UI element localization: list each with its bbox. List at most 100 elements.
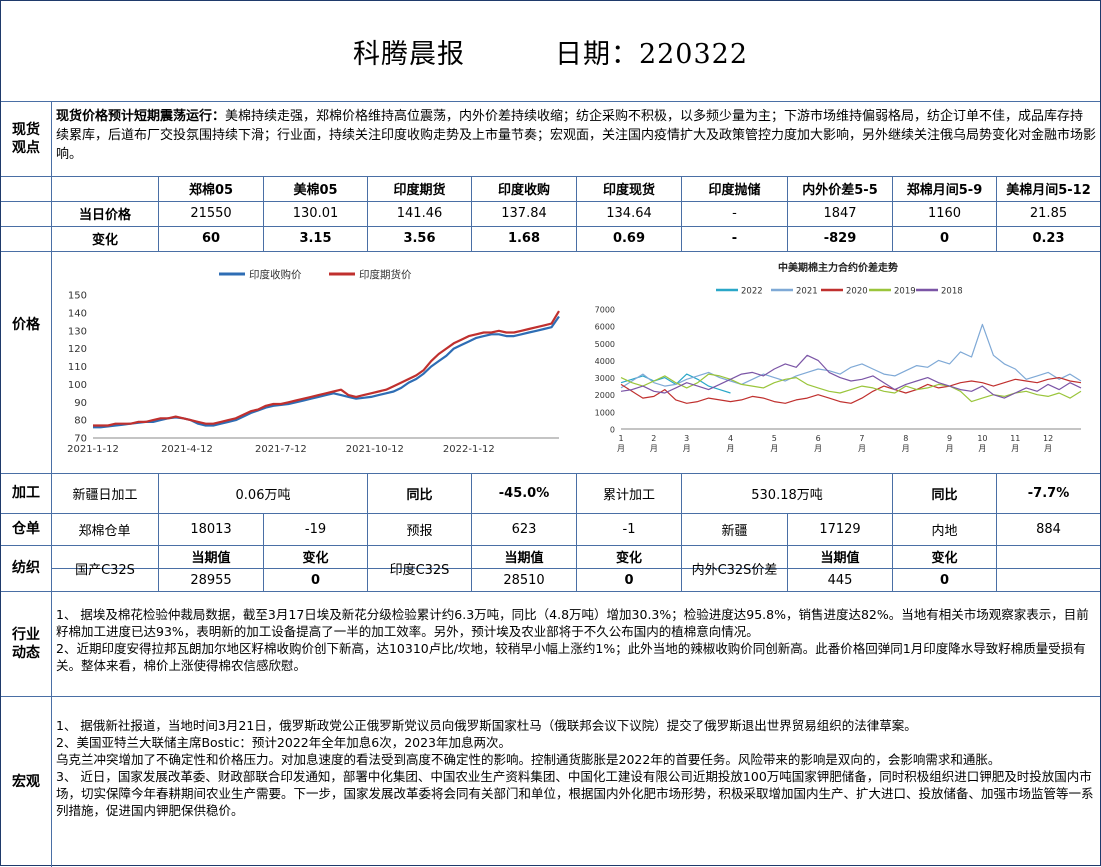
warehouse-cell-8: 内地 [931,523,958,539]
price-change-1: 3.15 [299,231,332,246]
x-tick-label: 月 [683,444,691,453]
spot-view-lead: 现货价格预计短期震荡运行： [56,109,226,124]
price-today-8: 21.85 [1029,206,1068,221]
y-tick-label: 140 [68,308,87,319]
price-header-3: 印度收购 [497,183,550,198]
legend-label: 2020 [846,287,868,297]
price-change-3: 1.68 [507,231,541,246]
legend-label: 2021 [796,287,818,297]
y-tick-label: 4000 [595,357,615,366]
x-tick-label: 月 [617,444,625,453]
price-header-8: 美棉月间5-12 [1006,183,1091,198]
x-tick-label: 3 [684,434,689,443]
warehouse-cell-1: 18013 [190,521,232,537]
macro-item-4: 3、 近日，国家发展改革委、财政部联合印发通知，部署中化集团、中国农业生产资料集… [56,769,1094,818]
price-header-4: 印度现货 [602,183,655,198]
x-tick-label: 5 [772,434,777,443]
warehouse-cell-2: -19 [304,521,327,537]
series-line-2020 [620,376,1082,404]
x-tick-label: 12 [1043,434,1053,443]
series-line-2019 [620,373,1082,403]
india-c32s-current: 28510 [503,572,545,588]
x-tick-label: 10 [977,434,987,443]
section-label-price: 价格 [12,316,40,333]
price-header-2: 印度期货 [393,183,446,198]
warehouse-cell-5: -1 [622,521,636,537]
price-today-3: 137.84 [501,206,547,221]
x-tick-label: 2021-1-12 [67,444,119,455]
x-tick-label: 月 [650,444,658,453]
legend-label: 印度收购价 [249,268,302,281]
xinjiang-processing-label: 新疆日加工 [72,487,138,503]
y-tick-label: 120 [68,344,87,355]
spread-c32s-current-label: 当期值 [820,551,860,566]
macro-item-2: 2、美国亚特兰大联储主席Bostic：预计2022年全年加息6次，2023年加息… [56,735,512,750]
series-line-印度期货价 [93,310,560,427]
x-tick-label: 4 [728,434,733,443]
price-change-5: - [731,231,738,246]
legend-label: 2018 [941,287,963,297]
x-tick-label: 2022-1-12 [443,444,495,455]
x-tick-label: 月 [946,444,954,453]
x-tick-label: 11 [1010,434,1020,443]
yoy-label-1: 同比 [406,487,433,503]
yoy-value-2: -7.7% [1027,485,1070,501]
cumulative-processing-value: 530.18万吨 [751,487,823,503]
domestic-c32s-change: 0 [310,572,321,588]
domestic-c32s-current-label: 当期值 [191,551,231,566]
price-change-7: 0 [939,231,950,246]
legend-label: 2019 [894,287,916,297]
x-tick-label: 7 [859,434,864,443]
price-header-0: 郑棉05 [188,183,234,198]
y-tick-label: 100 [68,380,87,391]
price-change-8: 0.23 [1032,231,1065,246]
report-date: 日期：220322 [554,38,749,70]
spot-view-body: 美棉持续走强，郑棉价格维持高位震荡，内外价差持续收缩；纺企采购不积极，以多频少量… [56,109,1097,162]
yoy-label-2: 同比 [931,487,958,503]
macro-item-3: 乌克兰冲突增加了不确定性和价格压力。对加息速度的看法受到高度不确定性的影响。控制… [56,752,1001,767]
price-today-1: 130.01 [292,206,339,221]
section-label-industry: 行业 动态 [12,626,40,661]
price-change-6: -829 [823,231,857,246]
price-header-5: 印度抛储 [708,183,761,198]
price-today-0: 21550 [190,206,232,221]
y-tick-label: 5000 [595,340,615,349]
price-today-2: 141.46 [396,206,443,221]
chart-title: 中美期棉主力合约价差走势 [778,261,898,274]
india-c32s-label: 印度C32S [389,562,450,578]
price-header-1: 美棉05 [293,183,338,198]
series-line-2018 [620,354,1082,399]
spread-c32s-change-label: 变化 [931,551,958,566]
macro-item-1: 1、 据俄新社报道，当地时间3月21日，俄罗斯政党公正俄罗斯党议员向俄罗斯国家杜… [56,718,917,733]
cumulative-processing-label: 累计加工 [602,487,655,503]
india-c32s-change: 0 [624,572,634,588]
x-tick-label: 月 [770,444,778,453]
report-title: 科腾晨报 [352,38,465,70]
domestic-c32s-change-label: 变化 [302,551,329,566]
x-tick-label: 月 [978,444,986,453]
x-tick-label: 1 [618,434,623,443]
y-tick-label: 110 [68,362,87,373]
series-line-2021 [620,323,1082,389]
x-tick-label: 月 [1011,444,1019,453]
spread-c32s-current: 445 [827,572,853,588]
india-price-chart: 印度收购价 印度期货价 70 80 90 100 110 120 130 140 150 2021-1… [57,257,577,469]
x-tick-label: 月 [902,444,910,453]
y-tick-label: 1000 [595,408,615,417]
x-tick-label: 月 [814,444,822,453]
x-tick-label: 8 [903,434,908,443]
warehouse-cell-6: 新疆 [721,523,748,539]
price-row-label-change: 变化 [91,233,118,248]
domestic-c32s-label: 国产C32S [75,562,135,578]
x-tick-label: 月 [1044,444,1052,453]
section-label-processing: 加工 [12,485,40,501]
industry-item-2: 2、近期印度安得拉邦瓦朗加尔地区籽棉收购价创下新高，达10310卢比/坎地，较稍… [56,641,1086,673]
x-tick-label: 2021-4-12 [161,444,213,455]
x-tick-label: 月 [858,444,866,453]
section-label-spot: 现货 观点 [12,121,40,156]
price-today-4: 134.64 [606,206,652,221]
x-tick-label: 2 [651,434,656,443]
industry-item-1: 1、 据埃及棉花检验仲裁局数据，截至3月17日埃及新花分级检验累计约6.3万吨，… [56,607,1089,639]
y-tick-label: 70 [74,434,87,445]
